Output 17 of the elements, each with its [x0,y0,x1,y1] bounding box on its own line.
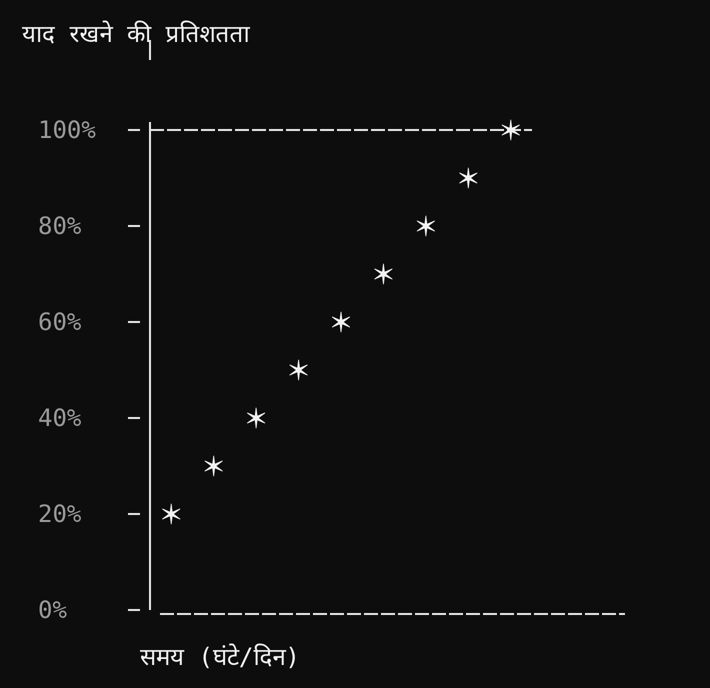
y-tick-label: 100% [38,116,96,144]
point [374,264,392,284]
x-axis-title: समय (घंटे/दिन) [140,643,300,671]
point [502,120,520,140]
point [204,456,223,476]
point [162,504,180,524]
point [459,168,478,188]
point [247,408,266,428]
point [416,216,435,236]
y-tick-label: 0% [38,596,68,624]
y-tick-label: 80% [38,212,82,240]
y-tick-label: 40% [38,404,82,432]
point [332,312,350,332]
y-axis-title: याद रखने की प्रतिशतता [22,20,250,48]
point [290,360,308,380]
y-tick-label: 20% [38,500,82,528]
y-tick-label: 60% [38,308,82,336]
